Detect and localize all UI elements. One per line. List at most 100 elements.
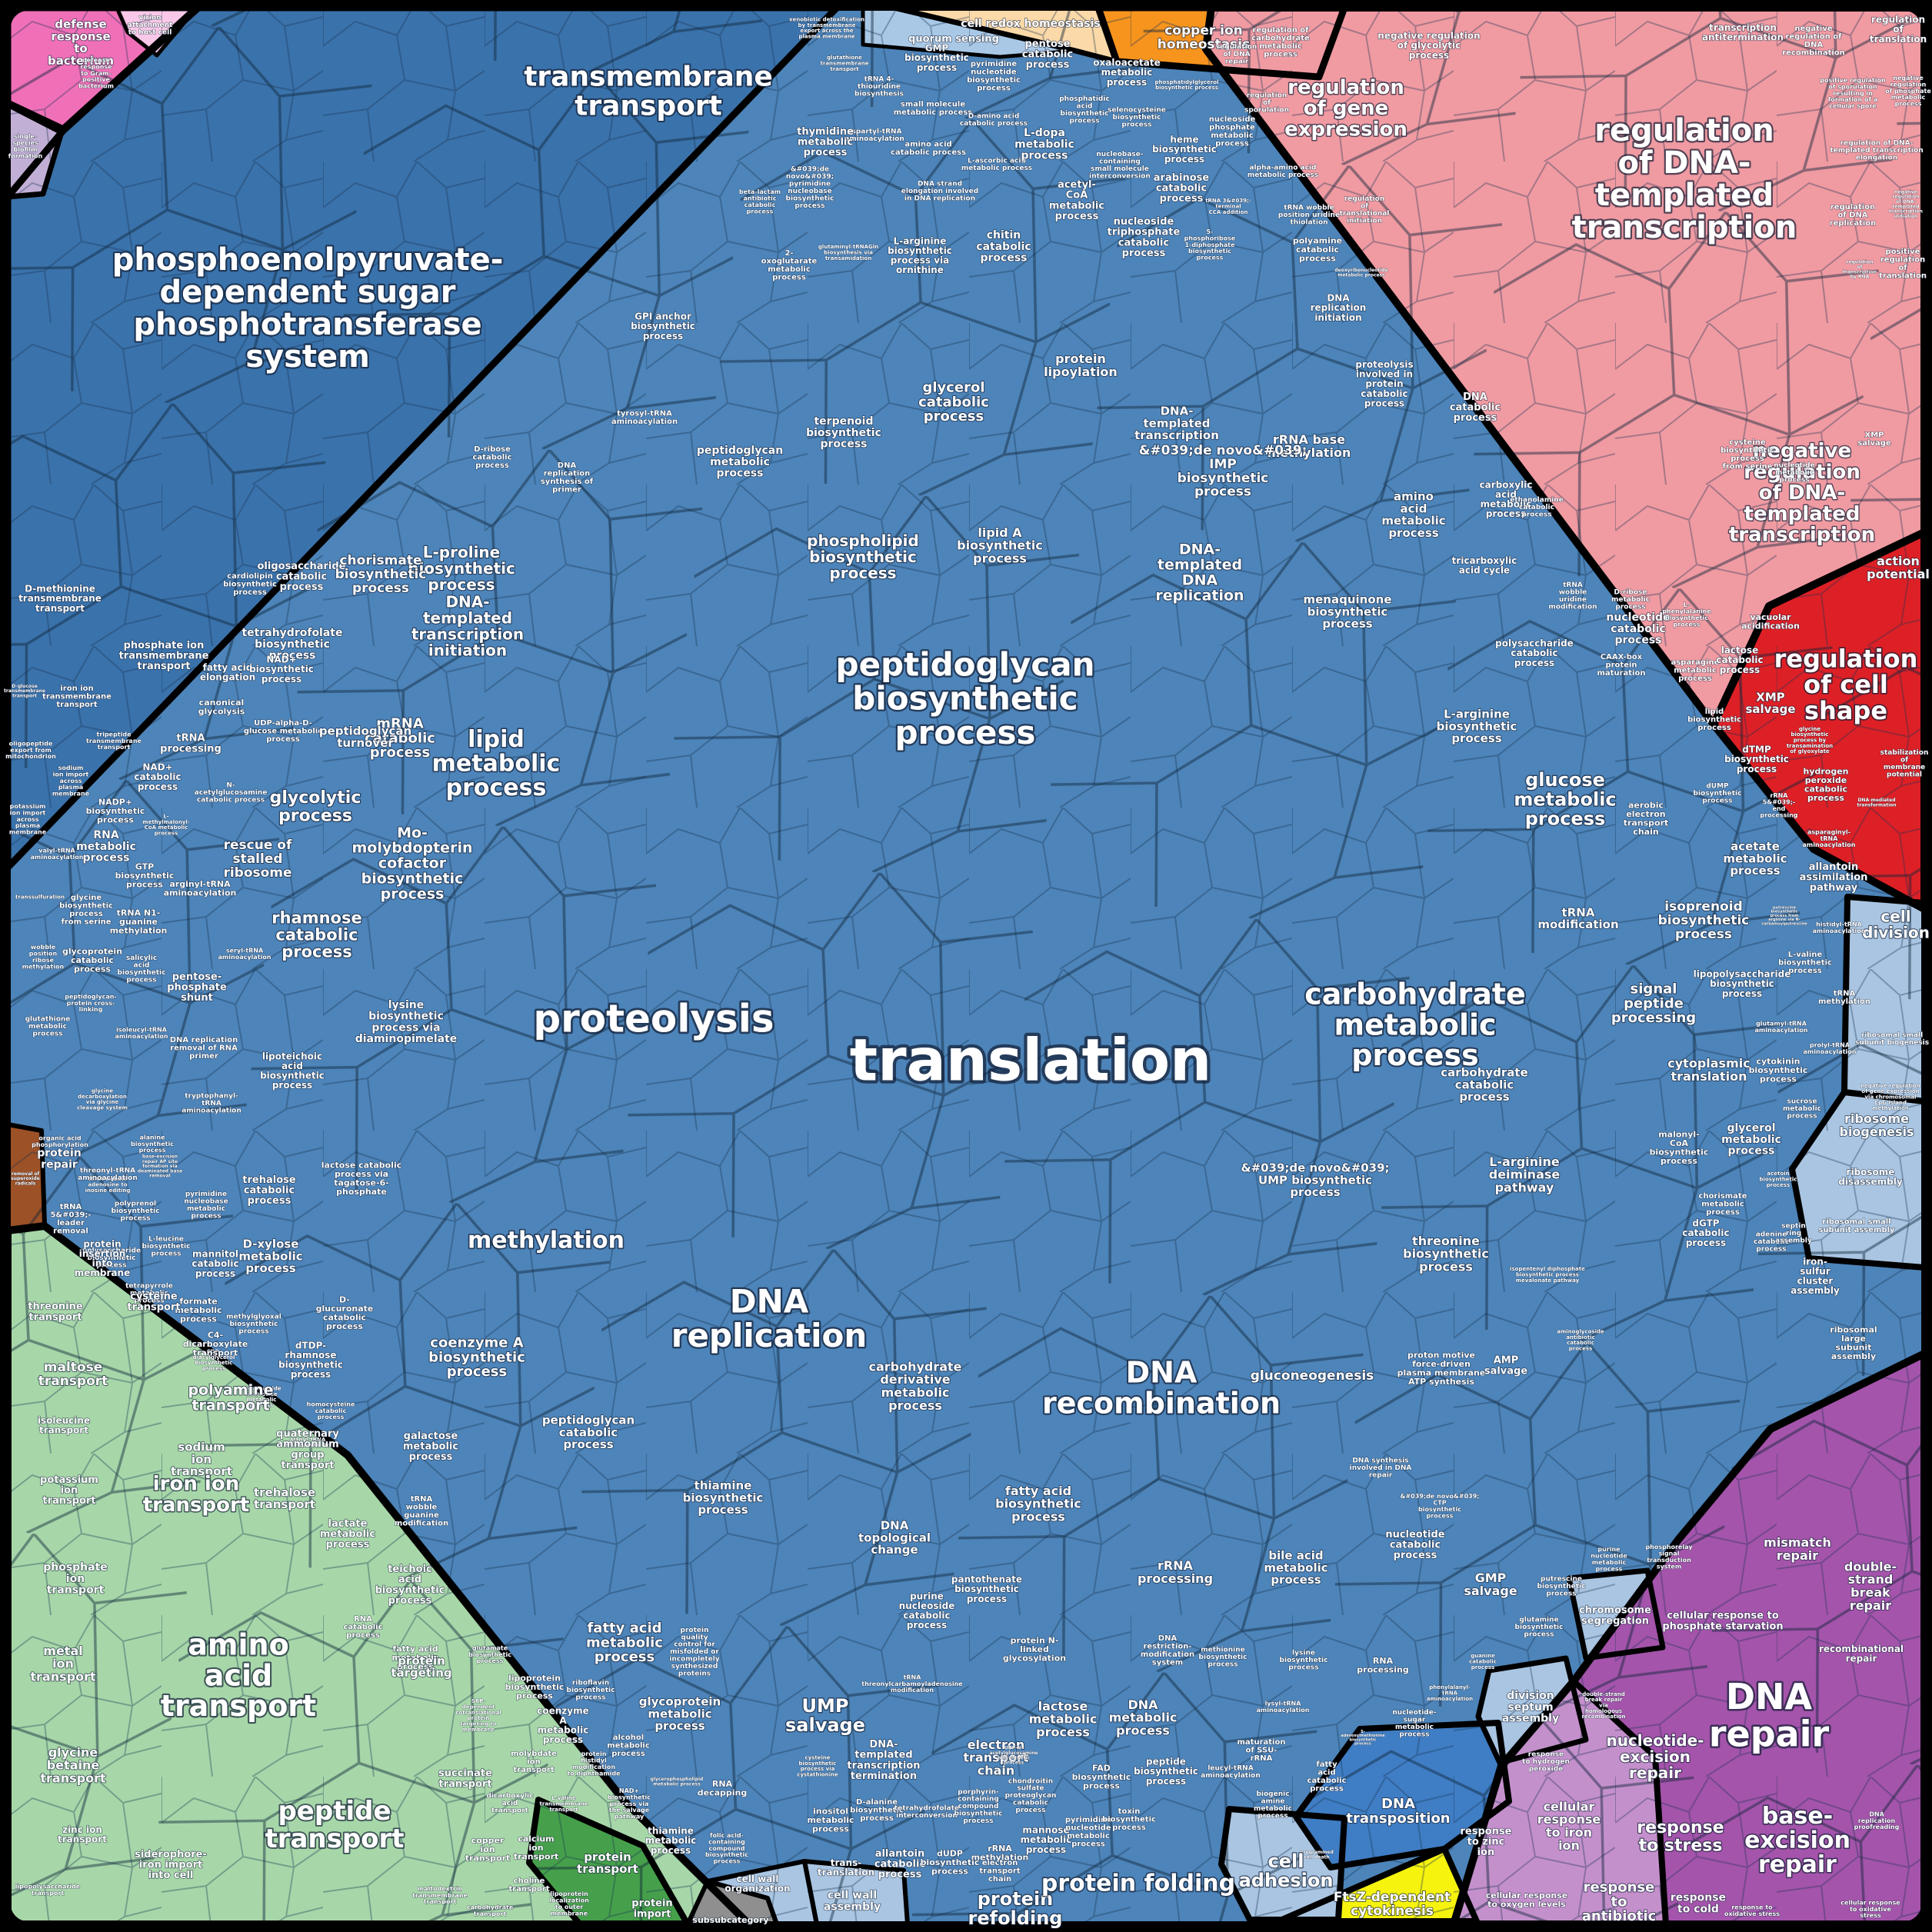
cell-label: alanine biosynthetic process: [131, 1134, 174, 1154]
cell-label: tetrahydrofolate interconversion: [894, 1804, 959, 1819]
cell-label: phosphoenolpyruvate-dependent sugar phosp…: [112, 242, 504, 375]
cell-label: allantoin assimilation pathway: [1800, 861, 1868, 894]
cell-label: GPI anchor biosynthetic process: [631, 311, 695, 341]
cell-label: ribosome disassembly: [1838, 1167, 1903, 1188]
cell-label: DNA strand elongation involved in DNA repl…: [901, 181, 978, 203]
cell-label: GMP salvage: [1464, 1571, 1517, 1598]
cell-label: tripeptide transmembrane transport: [86, 731, 142, 751]
cell-label: inositol metabolic process: [807, 1806, 854, 1834]
cell-label: &#039;de novo&#039; IMP biosynthetic proces…: [1139, 443, 1307, 500]
cell-label: DNA replication: [671, 1283, 868, 1354]
cell-label: DNA replication initiation: [1311, 293, 1367, 323]
cell-label: thiamine biosynthetic process: [683, 1479, 764, 1517]
cell-label: metal ion transport: [30, 1644, 96, 1684]
cell-label: protein import: [631, 1898, 672, 1920]
cell-label: ribosomal small subunit assembly: [1818, 1217, 1895, 1234]
cell-label: tryptophanyl-tRNA aminoacylation: [182, 1093, 242, 1115]
cell-label: 5-phosphoribose 1-diphosphate biosynthetic…: [1184, 228, 1236, 261]
medium-cell-mesh: [8, 8, 1924, 1924]
cell-label: rRNA methylation: [971, 1844, 1029, 1863]
cell-label: response to zinc ion: [1460, 1826, 1511, 1858]
cell-label: polysaccharide biosynthetic process: [82, 1247, 141, 1270]
cell-label: phosphatidic acid biosynthetic process: [1059, 95, 1110, 125]
cell-label: tRNA wobble position uridine thiolation: [1278, 205, 1340, 227]
cell-label: regulation of DNA-templated transcriptio…: [1830, 140, 1923, 162]
cell-label: rRNA 5&#039;-end processing: [1760, 792, 1797, 818]
cell-label: maltodextrin transmembrane transport: [412, 1885, 468, 1905]
cell-label: polyprenol biosynthetic process: [112, 1201, 160, 1223]
cell-label: histidyl-tRNA aminoacylation: [1813, 921, 1866, 934]
cell-label: RNA metabolic process: [76, 829, 136, 864]
cell-label: asparaginyl-tRNA aminoacylation: [1803, 828, 1856, 848]
cell-label: alcohol metabolic process: [607, 1734, 650, 1758]
cell-label: glycine decarboxylation via glycine cleavag…: [77, 1088, 128, 1111]
cell-label: nucleoside phosphate metabolic process: [1209, 115, 1256, 148]
cell-label: regulation of gene expression: [1284, 76, 1407, 142]
cell-label: NAD+ biosynthetic process: [249, 655, 314, 685]
cell-label: ribosomal large subunit assembly: [1830, 1325, 1877, 1362]
cell-label: putrescine biosynthetic process from argini…: [1761, 905, 1807, 926]
cell-label: xenobiotic detoxification by transmembran…: [789, 16, 864, 39]
cell-label: tRNA methylation: [1818, 989, 1870, 1006]
cell-label: carbohydrate derivative metabolic process: [868, 1359, 961, 1412]
cell-label: aminoglycoside antibiotic catabolic process: [1557, 1328, 1604, 1351]
cell-label: lipid biosynthetic process: [1687, 708, 1741, 732]
cell-label: tyrosyl-tRNA aminoacylation: [611, 409, 678, 426]
cell-label: deoxyribonucleotide metabolic process: [1334, 268, 1387, 278]
cell-label: transmembrane transport: [524, 62, 773, 122]
cell-label: peptide biosynthetic process: [1134, 1757, 1198, 1787]
cell-label: L-phenylalanine biosynthetic process: [1662, 601, 1711, 628]
cell-label: polyamine catabolic process: [1293, 235, 1342, 263]
cell-label: removal of superoxide radicals: [11, 1171, 40, 1187]
cell-label: protein N-linked glycosylation: [1003, 1635, 1066, 1663]
cell-label: amino acid transport: [161, 1627, 316, 1723]
cell-label: RNA decapping: [698, 1779, 748, 1798]
cell-label: dTDP-rhamnose biosynthetic process: [278, 1340, 343, 1380]
cell-label: dGTP catabolic process: [1682, 1218, 1729, 1248]
cell-label: DNA-templated transcription termination: [847, 1739, 920, 1782]
cell-label: threonyl-tRNA aminoacylation: [78, 1167, 138, 1181]
cell-label: iron ion transmembrane transport: [42, 685, 112, 709]
cell-label: isoleucyl-tRNA aminoacylation: [115, 1027, 168, 1040]
cell-label: pentose-phosphate shunt: [167, 971, 227, 1004]
cell-label: CAAX-box protein maturation: [1597, 653, 1646, 678]
cell-label: bile acid metabolic process: [1264, 1549, 1327, 1587]
cell-label: GMP biosynthetic process: [904, 43, 969, 73]
cell-label: tRNA modification: [1537, 905, 1618, 931]
cell-label: organic acid phosphorylation: [32, 1135, 88, 1148]
cell-label: isoprenoid biosynthetic process: [1658, 899, 1750, 942]
cell-label: DNA replication proofreading: [1854, 1810, 1900, 1830]
cell-label: pyrimidine nucleotide metabolic process: [1065, 1816, 1112, 1849]
cell-label: fatty acid catabolic process: [1307, 1760, 1346, 1794]
cell-label: peptidoglycan-protein cross-linking: [65, 993, 117, 1013]
dna-transposition-cell-border: [1293, 1720, 1512, 1870]
cell-label: response to hydrogen peroxide: [1522, 1751, 1570, 1774]
cell-label: tRNA 4-thiouridine biosynthesis: [854, 76, 904, 98]
cell-label: Mo-molybdopterin cofactor biosynthetic proc…: [352, 824, 473, 903]
cell-label: L-proline biosynthetic process: [408, 543, 515, 594]
cell-label: cytoplasmic translation: [1667, 1056, 1750, 1084]
cell-label: fatty acid biosynthetic process: [995, 1484, 1081, 1524]
cell-label: threonine transport: [28, 1301, 83, 1324]
cell-label: sucrose metabolic process: [1783, 1098, 1821, 1121]
cell-label: cysteine biosynthetic process via cystathio…: [797, 1754, 838, 1777]
cell-label: carboxylic acid metabolic process: [1480, 479, 1533, 519]
cell-label: galactose metabolic process: [403, 1431, 458, 1463]
cell-label: division septum assembly: [1502, 1690, 1559, 1724]
cell-label: regulation of translation: [1870, 15, 1927, 45]
cell-label: glycolytic process: [270, 788, 361, 825]
cell-label: phosphate ion transport: [43, 1561, 108, 1596]
cell-label: carbohydrate transport: [467, 1904, 514, 1917]
cell-label: cell division: [1862, 908, 1930, 942]
cell-label: DNA catabolic process: [1450, 391, 1501, 424]
cell-label: glutaminyl-tRNAGln biosynthesis via transa…: [818, 244, 878, 261]
cell-label: ethanolamine catabolic process: [1510, 497, 1564, 519]
cell-label: tetrapyrrole metabolic process: [125, 1283, 173, 1305]
cell-label: regulation of cell shape: [1774, 645, 1918, 725]
cell-label: UDP-N-acetylglucosamine biosynthetic proce…: [989, 1746, 1038, 1766]
cell-label: methylation: [468, 1227, 625, 1254]
cell-label: L-arginine biosynthetic process via ornithi…: [888, 235, 952, 275]
cell-label: DNA-templated transcription: [1134, 405, 1219, 443]
cell-label: D-ribose catabolic process: [472, 445, 511, 470]
